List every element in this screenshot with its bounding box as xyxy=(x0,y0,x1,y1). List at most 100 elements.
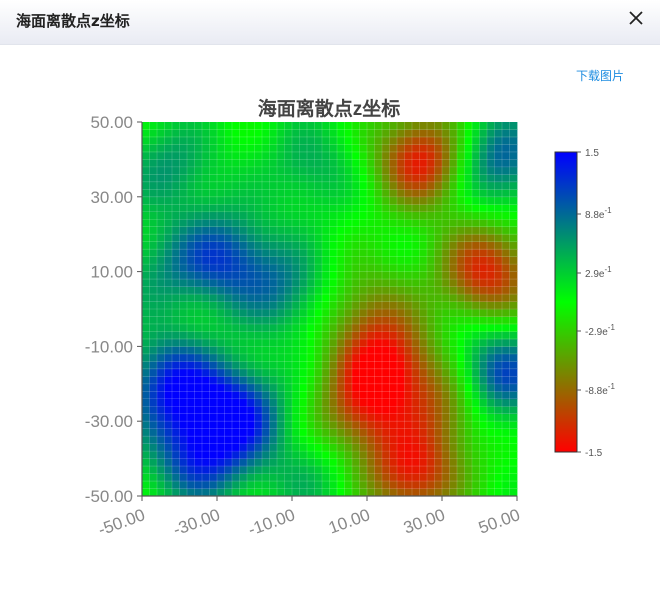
heatmap-cell xyxy=(232,279,240,287)
heatmap-cell xyxy=(142,151,150,160)
heatmap-cell xyxy=(352,301,360,310)
heatmap-cell xyxy=(239,174,248,183)
heatmap-cell xyxy=(247,443,255,452)
heatmap-cell xyxy=(404,338,413,347)
heatmap-cell xyxy=(292,488,300,497)
heatmap-cell xyxy=(389,488,398,497)
heatmap-cell xyxy=(292,249,300,258)
heatmap-cell xyxy=(157,466,165,474)
heatmap-cell xyxy=(397,174,405,183)
heatmap-cell xyxy=(187,323,195,332)
close-icon[interactable] xyxy=(626,8,646,28)
heatmap-cell xyxy=(397,181,405,190)
heatmap-cell xyxy=(509,219,518,228)
heatmap-cell xyxy=(262,241,270,250)
heatmap-cell xyxy=(217,421,225,430)
heatmap-cell xyxy=(209,181,218,190)
heatmap-cell xyxy=(464,481,473,489)
heatmap-cell xyxy=(307,481,315,489)
heatmap-cell xyxy=(449,144,458,153)
heatmap-cell xyxy=(224,331,233,340)
heatmap-cell xyxy=(494,294,503,302)
heatmap-cell xyxy=(217,136,225,145)
heatmap-cell xyxy=(142,338,150,347)
heatmap-cell xyxy=(224,488,233,497)
heatmap-cell xyxy=(389,256,398,265)
heatmap-cell xyxy=(172,181,180,190)
heatmap-cell xyxy=(479,279,488,287)
heatmap-cell xyxy=(502,234,510,243)
heatmap-cell xyxy=(427,174,435,183)
heatmap-cell xyxy=(277,451,285,459)
heatmap-cell xyxy=(412,398,420,407)
heatmap-cell xyxy=(344,376,353,385)
heatmap-cell xyxy=(254,234,263,243)
heatmap-cell xyxy=(194,323,203,332)
heatmap-cell xyxy=(359,256,368,265)
heatmap-cell xyxy=(397,443,405,452)
heatmap-cell xyxy=(337,481,345,489)
heatmap-cell xyxy=(337,406,345,415)
heatmap-cell xyxy=(449,181,458,190)
heatmap-cell xyxy=(464,338,473,347)
heatmap-cell xyxy=(322,241,330,250)
heatmap-cell xyxy=(494,271,503,280)
heatmap-cell xyxy=(322,323,330,332)
heatmap-cell xyxy=(254,376,263,385)
heatmap-cell xyxy=(217,294,225,302)
heatmap-cell xyxy=(344,279,353,287)
heatmap-cell xyxy=(344,488,353,497)
heatmap-cell xyxy=(502,346,510,355)
heatmap-cell xyxy=(157,174,165,183)
heatmap-cell xyxy=(382,211,390,220)
heatmap-cell xyxy=(374,466,383,474)
heatmap-cell xyxy=(172,376,180,385)
heatmap-cell xyxy=(434,196,443,205)
heatmap-cell xyxy=(442,271,450,280)
heatmap-cell xyxy=(247,309,255,317)
heatmap-cell xyxy=(187,309,195,317)
heatmap-cell xyxy=(307,323,315,332)
heatmap-cell xyxy=(149,353,158,362)
heatmap-cell xyxy=(172,129,180,138)
heatmap-cell xyxy=(337,286,345,295)
heatmap-cell xyxy=(502,271,510,280)
heatmap-cell xyxy=(172,316,180,325)
heatmap-cell xyxy=(337,196,345,205)
heatmap-cell xyxy=(232,174,240,183)
heatmap-cell xyxy=(202,316,210,325)
heatmap-cell xyxy=(164,323,173,332)
heatmap-cell xyxy=(142,458,150,467)
heatmap-cell xyxy=(449,226,458,235)
heatmap-cell xyxy=(419,122,428,130)
heatmap-cell xyxy=(247,323,255,332)
heatmap-cell xyxy=(322,406,330,415)
heatmap-cell xyxy=(412,346,420,355)
heatmap-cell xyxy=(464,406,473,415)
heatmap-cell xyxy=(284,436,293,445)
heatmap-cell xyxy=(442,159,450,168)
heatmap-cell xyxy=(382,226,390,235)
heatmap-cell xyxy=(142,196,150,205)
heatmap-cell xyxy=(449,466,458,474)
heatmap-cell xyxy=(412,159,420,168)
heatmap-cell xyxy=(479,249,488,258)
heatmap-cell xyxy=(232,466,240,474)
heatmap-cell xyxy=(344,338,353,347)
heatmap-cell xyxy=(217,413,225,422)
heatmap-cell xyxy=(479,353,488,362)
heatmap-cell xyxy=(472,159,480,168)
heatmap-cell xyxy=(239,428,248,437)
heatmap-cell xyxy=(389,436,398,445)
heatmap-cell xyxy=(374,421,383,430)
download-image-link[interactable]: 下载图片 xyxy=(575,69,624,83)
heatmap-cell xyxy=(239,391,248,400)
heatmap-cell xyxy=(322,136,330,145)
heatmap-cell xyxy=(464,129,473,138)
heatmap-cell xyxy=(217,264,225,272)
heatmap-cell xyxy=(307,466,315,474)
heatmap-cell xyxy=(337,204,345,213)
heatmap-cell xyxy=(209,451,218,459)
heatmap-cell xyxy=(292,226,300,235)
heatmap-cell xyxy=(502,136,510,145)
